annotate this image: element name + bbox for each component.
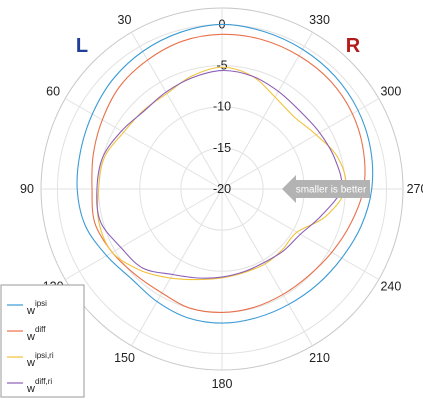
legend-label: wipsi,ri <box>26 351 54 369</box>
theta-tick-label: 60 <box>46 85 60 99</box>
series-line-ipsi-ri <box>96 66 347 281</box>
theta-tick-label: 240 <box>380 280 401 294</box>
grid-spoke <box>221 188 313 347</box>
left-side-label: L <box>76 35 88 57</box>
right-side-label: R <box>346 35 361 57</box>
theta-tick-label: 90 <box>20 182 34 196</box>
theta-tick-label: 210 <box>309 351 330 365</box>
legend-box <box>0 284 85 398</box>
legend: wipsi wdiff wipsi,ri wdiff,ri <box>0 284 85 398</box>
theta-tick-label: 150 <box>114 351 135 365</box>
r-tick-label: -15 <box>213 141 231 155</box>
grid-spoke <box>64 98 223 190</box>
r-tick-label: -10 <box>213 100 231 114</box>
series-line-diff <box>91 33 366 313</box>
theta-tick-label: 30 <box>118 13 132 27</box>
series-line-diff-ri <box>96 69 343 279</box>
theta-tick-label: 270 <box>407 182 423 196</box>
theta-tick-label: 330 <box>309 13 330 27</box>
legend-label: wipsi <box>26 299 47 317</box>
r-tick-label: -5 <box>216 59 227 73</box>
r-tick-label: -20 <box>213 182 231 196</box>
legend-label: wdiff,ri <box>26 377 52 395</box>
series-line-ipsi <box>76 23 374 324</box>
grid-spoke <box>64 188 223 280</box>
theta-tick-label: 300 <box>380 85 401 99</box>
grid-spoke <box>131 188 223 347</box>
annotation-arrow: smaller is better <box>282 175 370 203</box>
annotation-text: smaller is better <box>296 185 367 196</box>
series-lines <box>76 23 374 324</box>
theta-tick-label: 180 <box>212 377 233 391</box>
legend-label: wdiff <box>26 325 46 343</box>
arrow-shape <box>282 175 370 203</box>
grid-spoke <box>131 31 223 190</box>
grid-spoke <box>221 31 313 190</box>
theta-tick-label: 0 <box>219 0 226 1</box>
angular-tick-labels: 0306090120150180210240270300330 <box>20 0 423 391</box>
